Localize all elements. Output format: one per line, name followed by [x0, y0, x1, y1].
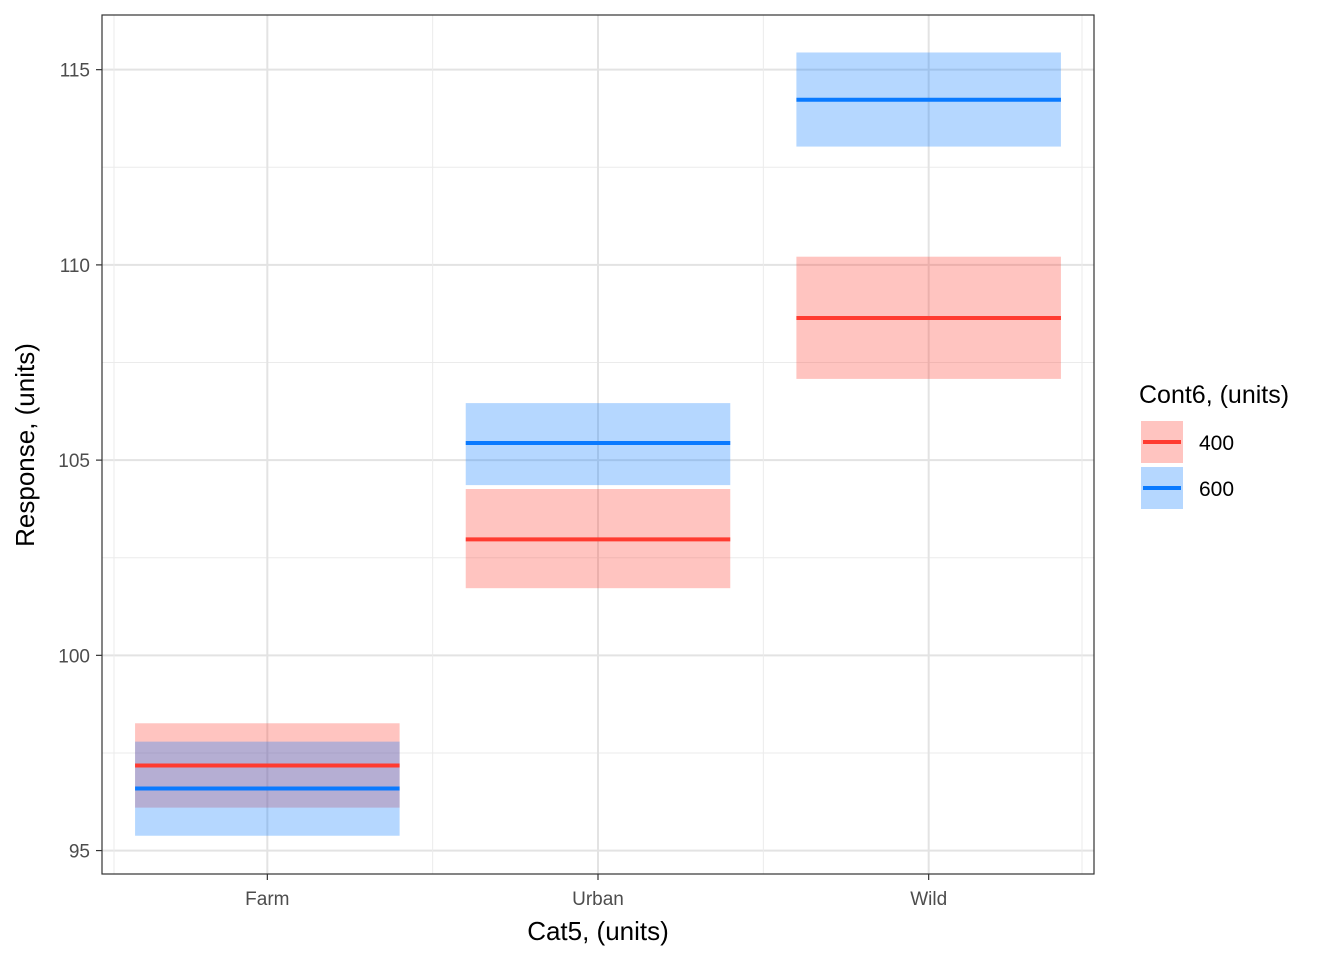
marks [135, 52, 1061, 836]
y-tick-label: 95 [69, 842, 90, 863]
legend-label-600: 600 [1199, 478, 1234, 501]
x-axis-title: Cat5, (units) [527, 916, 669, 946]
y-tick-label: 115 [60, 61, 90, 82]
legend-label-400: 400 [1199, 432, 1234, 455]
grid [102, 15, 1094, 874]
y-tick-label: 105 [58, 451, 90, 472]
axes: 95 100 105 110 115 Farm Urban Wild [58, 61, 947, 910]
legend-title: Cont6, (units) [1139, 381, 1289, 409]
y-tick-label: 100 [58, 646, 90, 667]
y-axis-title: Response, (units) [10, 343, 40, 547]
legend: Cont6, (units) 400 600 [1139, 381, 1289, 509]
x-tick-label: Wild [910, 889, 947, 910]
x-tick-label: Farm [245, 889, 289, 910]
y-tick-label: 110 [60, 256, 90, 277]
x-tick-label: Urban [572, 889, 624, 910]
